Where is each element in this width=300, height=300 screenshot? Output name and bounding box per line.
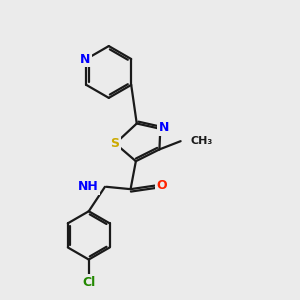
Text: N: N [159,121,169,134]
Text: N: N [80,52,90,65]
Text: O: O [157,179,167,192]
Text: Cl: Cl [82,276,95,289]
Text: S: S [110,137,119,150]
Text: NH: NH [77,180,98,193]
Text: CH₃: CH₃ [191,136,213,146]
